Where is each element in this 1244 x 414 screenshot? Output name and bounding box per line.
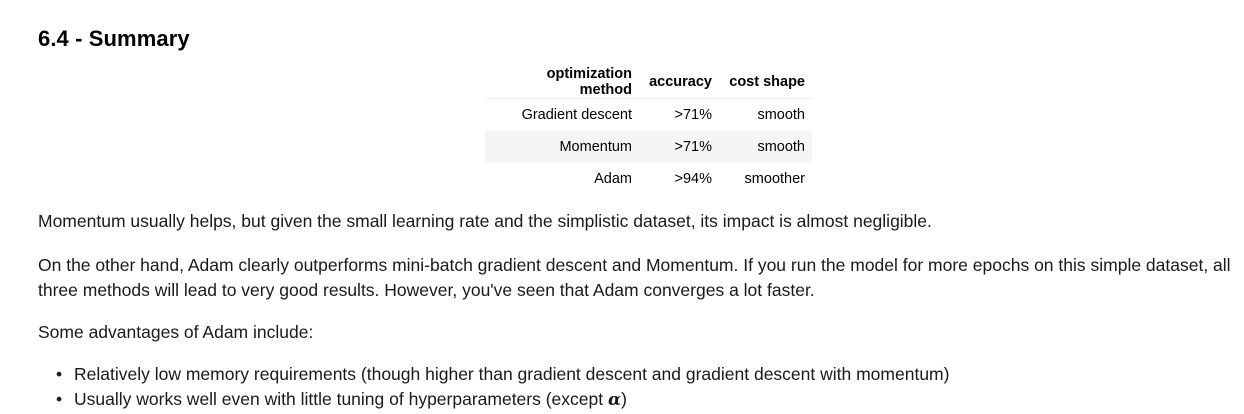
list-item: • Usually works well even with little tu… <box>56 387 949 413</box>
table-header-row: optimization method accuracy cost shape <box>485 65 812 99</box>
header-accuracy: accuracy <box>639 65 719 99</box>
paragraph-momentum: Momentum usually helps, but given the sm… <box>38 211 932 231</box>
advantages-list: • Relatively low memory requirements (th… <box>38 362 949 413</box>
cell-method: Gradient descent <box>485 98 639 131</box>
cell-method: Momentum <box>485 131 639 163</box>
alpha-symbol: α <box>607 390 622 410</box>
cell-accuracy: >94% <box>639 163 719 195</box>
list-item-text-suffix: ) <box>621 389 627 409</box>
cell-cost-shape: smooth <box>719 98 812 131</box>
cell-cost-shape: smoother <box>719 163 812 195</box>
section-heading: 6.4 - Summary <box>38 26 190 51</box>
table-row: Gradient descent >71% smooth <box>485 98 812 131</box>
list-item-text: Usually works well even with little tuni… <box>74 389 608 409</box>
cell-accuracy: >71% <box>639 131 719 163</box>
list-item: • Relatively low memory requirements (th… <box>56 362 950 387</box>
paragraph-advantages-intro: Some advantages of Adam include: <box>38 322 314 342</box>
cell-accuracy: >71% <box>639 98 719 131</box>
bullet-icon: • <box>56 364 63 384</box>
cell-method: Adam <box>485 163 639 195</box>
paragraph-adam-comparison: On the other hand, Adam clearly outperfo… <box>38 253 1238 303</box>
table-row: Momentum >71% smooth <box>485 131 812 163</box>
bullet-icon: • <box>56 389 63 409</box>
cell-cost-shape: smooth <box>719 131 812 163</box>
paragraph-adam-line-2: three methods will lead to very good res… <box>38 280 815 300</box>
table-row: Adam >94% smoother <box>485 163 812 195</box>
summary-table: optimization method accuracy cost shape … <box>485 65 812 195</box>
header-optimization-method: optimization method <box>485 65 639 99</box>
header-cost-shape: cost shape <box>719 65 812 99</box>
paragraph-adam-line-1: On the other hand, Adam clearly outperfo… <box>38 255 1231 275</box>
list-item-text: Relatively low memory requirements (thou… <box>74 364 950 384</box>
